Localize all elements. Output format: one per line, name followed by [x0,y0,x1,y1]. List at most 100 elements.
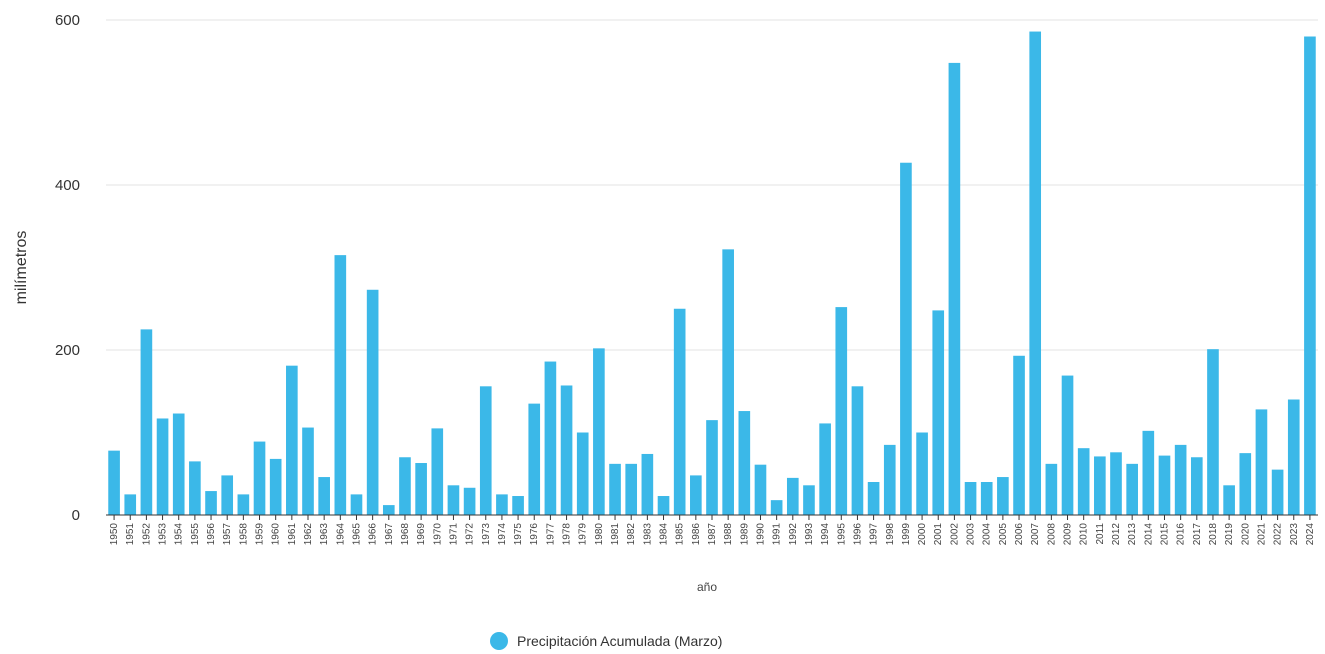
x-tick-label: 1987 [707,523,718,546]
bar[interactable] [1158,455,1171,515]
bar[interactable] [253,441,266,515]
bar[interactable] [108,450,120,515]
bars [108,31,1316,516]
bar[interactable] [576,432,589,516]
bar[interactable] [302,427,314,515]
bar[interactable] [900,162,912,516]
bar[interactable] [738,411,751,515]
x-tick-label: 1973 [481,523,492,546]
bar[interactable] [463,487,476,515]
x-tick-label: 2016 [1176,523,1187,546]
x-tick-label: 1979 [578,523,589,546]
bar[interactable] [382,505,395,515]
bar[interactable] [512,496,524,515]
bar[interactable] [980,482,993,515]
bar[interactable] [1126,463,1138,515]
bar[interactable] [140,329,153,516]
bar[interactable] [673,308,686,515]
bar[interactable] [964,482,977,515]
bar[interactable] [722,249,734,515]
bar[interactable] [366,289,379,515]
bar[interactable] [1013,355,1025,515]
bar[interactable] [156,418,169,515]
bar[interactable] [1061,375,1074,515]
bar[interactable] [221,475,234,515]
x-tick-label: 1964 [335,523,346,546]
bar[interactable] [528,403,541,516]
bar[interactable] [415,463,427,515]
x-tick-label: 2001 [933,523,944,546]
bar[interactable] [479,386,492,515]
bar[interactable] [835,307,848,515]
bar[interactable] [431,428,444,516]
bar[interactable] [803,485,815,515]
bar[interactable] [851,386,864,515]
bar[interactable] [237,494,250,516]
bar[interactable] [560,385,573,515]
x-tick-label: 1975 [513,523,524,546]
bar[interactable] [609,463,621,515]
bar[interactable] [544,361,557,515]
x-tick-label: 1988 [723,523,734,546]
x-tick-label: 2007 [1030,523,1041,546]
bar[interactable] [1271,469,1284,516]
legend[interactable]: Precipitación Acumulada (Marzo) [490,632,722,650]
bar[interactable] [706,420,718,516]
bar[interactable] [318,477,330,515]
bar[interactable] [124,494,137,516]
x-tick-label: 1969 [416,523,427,546]
x-tick-label: 1993 [804,523,815,546]
x-tick-label: 2003 [966,523,977,546]
bar[interactable] [1077,448,1090,515]
bar[interactable] [625,463,638,515]
bar[interactable] [334,255,347,516]
bar[interactable] [1287,399,1300,516]
x-tick-label: 2019 [1224,523,1235,546]
bar[interactable] [593,348,605,515]
bar[interactable] [770,500,783,515]
bar[interactable] [189,461,201,516]
bar[interactable] [997,477,1009,515]
bar[interactable] [932,310,945,515]
bar[interactable] [867,482,880,515]
bar[interactable] [1207,349,1219,515]
x-tick-label: 1953 [158,523,169,546]
x-tick-label: 1989 [739,523,750,546]
x-tick-label: 1960 [271,523,282,546]
x-tick-label: 1959 [255,523,266,546]
bar[interactable] [172,413,185,515]
bar[interactable] [1239,453,1252,516]
bar[interactable] [1094,456,1106,515]
bar[interactable] [447,485,460,515]
bar[interactable] [1223,485,1235,515]
x-tick-label: 1965 [351,523,362,546]
y-tick-label: 600 [55,12,80,29]
bar[interactable] [641,453,654,515]
bar[interactable] [786,477,799,516]
bar[interactable] [916,432,928,516]
bar[interactable] [1190,457,1203,515]
bar[interactable] [690,475,702,515]
bar[interactable] [1142,430,1155,515]
bar[interactable] [883,444,896,516]
bar[interactable] [1029,31,1042,516]
bar[interactable] [399,457,411,515]
x-tick-label: 2018 [1208,523,1219,546]
bar[interactable] [948,62,961,516]
bar[interactable] [286,365,298,515]
bar[interactable] [1304,36,1316,516]
x-tick-label: 2015 [1159,523,1170,546]
bar[interactable] [1045,463,1058,515]
bar[interactable] [1110,452,1122,515]
bar[interactable] [657,496,670,515]
bar[interactable] [350,494,363,516]
bar[interactable] [819,423,831,515]
bar[interactable] [1255,409,1268,515]
bar[interactable] [496,494,508,516]
bar[interactable] [754,464,767,515]
x-tick-label: 1984 [659,523,670,546]
x-tick-label: 1974 [497,523,508,546]
bar[interactable] [1174,444,1187,516]
bar[interactable] [269,458,282,515]
bar[interactable] [205,491,217,515]
